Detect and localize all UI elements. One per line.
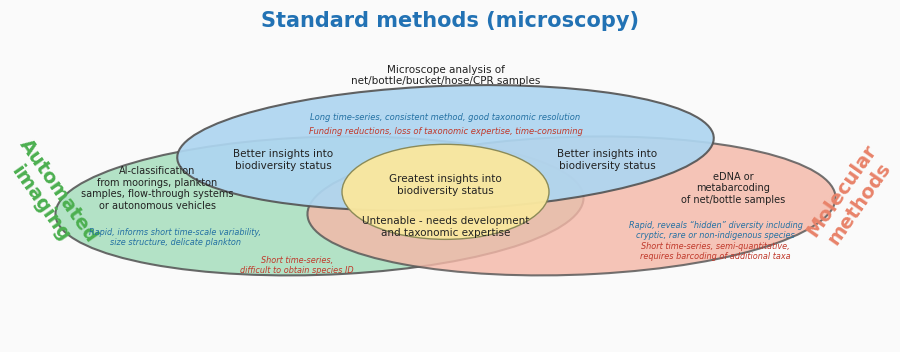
Text: Rapid, informs short time-scale variability,
size structure, delicate plankton: Rapid, informs short time-scale variabil… [89,228,262,247]
Text: Rapid, reveals “hidden” diversity including
cryptic, rare or non-indigenous spec: Rapid, reveals “hidden” diversity includ… [628,221,803,240]
Text: Standard methods (microscopy): Standard methods (microscopy) [261,11,639,31]
Ellipse shape [308,137,835,275]
Text: Better insights into
biodiversity status: Better insights into biodiversity status [557,149,658,171]
Ellipse shape [56,137,583,275]
Text: eDNA or
metabarcoding
of net/bottle samples: eDNA or metabarcoding of net/bottle samp… [681,172,786,205]
Ellipse shape [177,85,714,210]
Text: Short time-series,
difficult to obtain species ID: Short time-series, difficult to obtain s… [240,256,354,276]
Text: Better insights into
biodiversity status: Better insights into biodiversity status [233,149,334,171]
Text: Funding reductions, loss of taxonomic expertise, time-consuming: Funding reductions, loss of taxonomic ex… [309,127,582,137]
Text: Greatest insights into
biodiversity status: Greatest insights into biodiversity stat… [389,174,502,196]
Text: AI-classification
from moorings, plankton
samples, flow-through systems
or auton: AI-classification from moorings, plankto… [81,166,234,211]
Text: Molecular
methods: Molecular methods [803,141,898,253]
Text: Automated
imaging: Automated imaging [0,136,101,259]
Ellipse shape [342,144,549,239]
Text: Untenable - needs development
and taxonomic expertise: Untenable - needs development and taxono… [362,216,529,238]
Text: Short time-series, semi-quantitative,
requires barcoding of additional taxa: Short time-series, semi-quantitative, re… [640,242,791,262]
Text: Microscope analysis of
net/bottle/bucket/hose/CPR samples: Microscope analysis of net/bottle/bucket… [351,65,540,87]
Text: Long time-series, consistent method, good taxonomic resolution: Long time-series, consistent method, goo… [310,113,580,122]
